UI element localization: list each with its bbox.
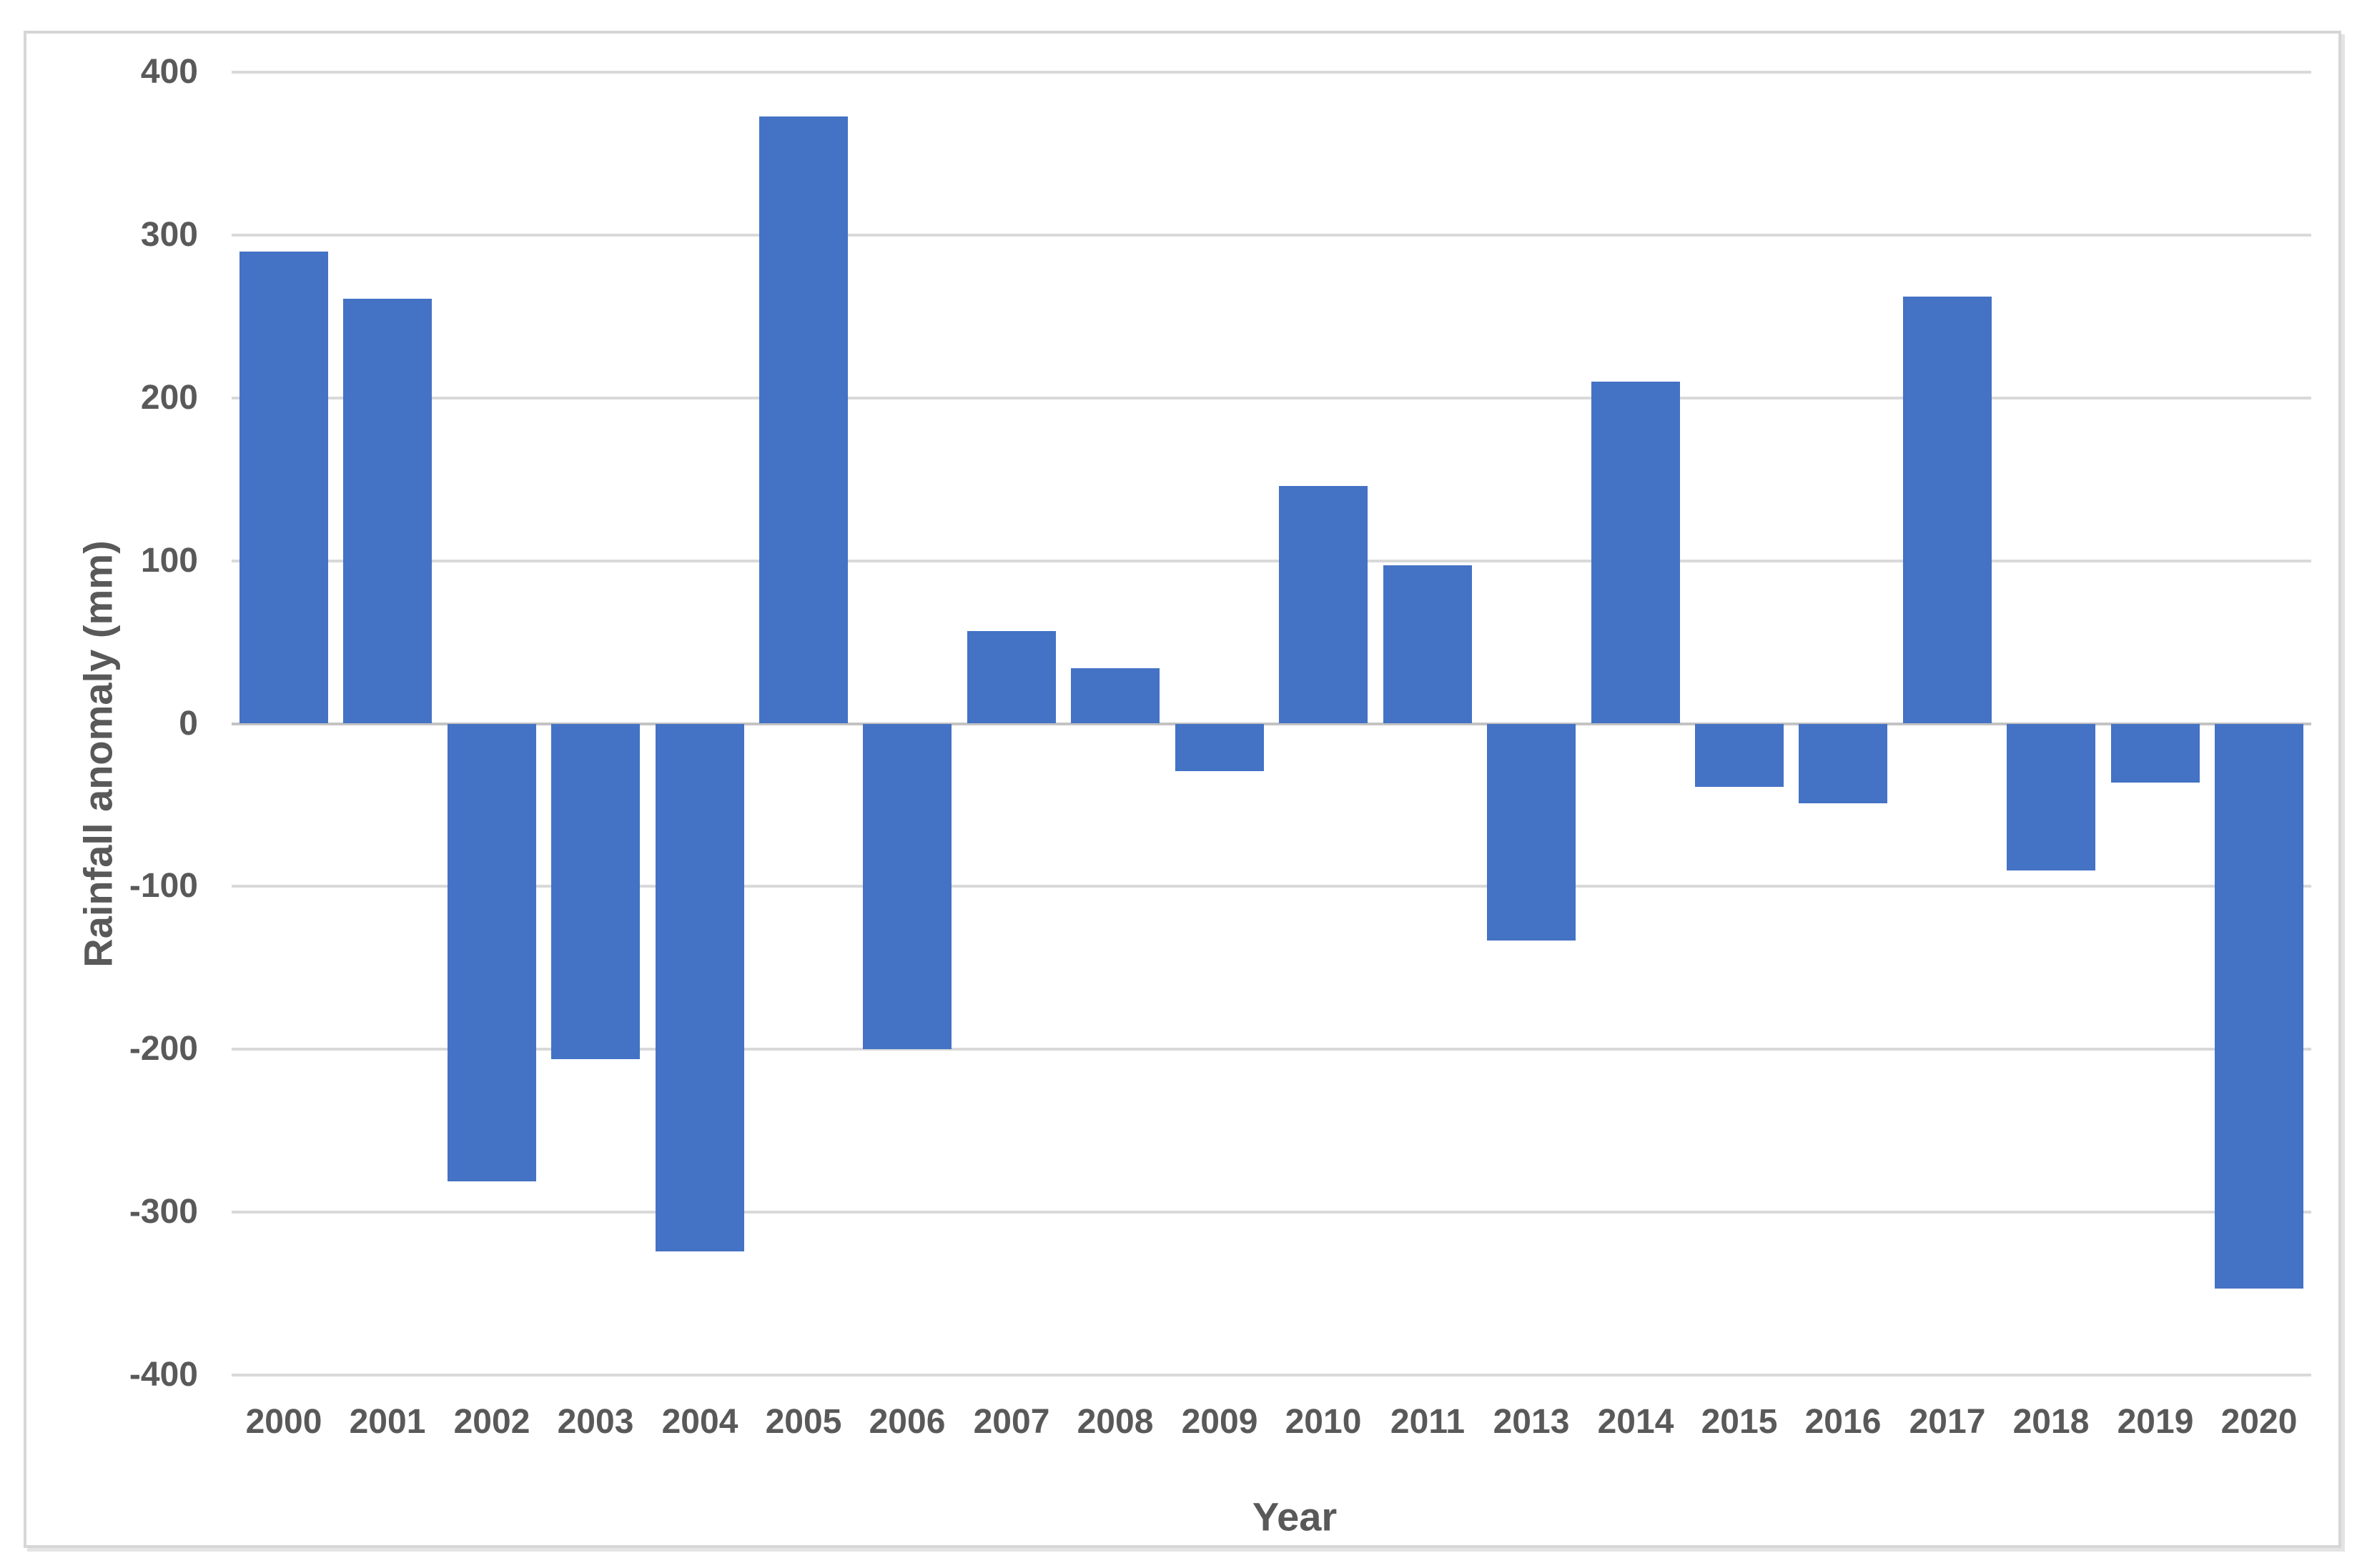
bar-2007 [967,630,1056,724]
bar-2004 [656,723,744,1251]
bar-2017 [1903,297,1992,724]
x-tick-label-2019: 2019 [2117,1403,2194,1441]
x-tick-label-2001: 2001 [349,1403,426,1441]
bar-2009 [1175,723,1264,771]
x-tick-label-2014: 2014 [1597,1403,1674,1441]
gridline--200 [232,1048,2311,1051]
y-tick-label-100: 100 [140,541,198,580]
x-tick-label-2000: 2000 [245,1403,322,1441]
y-tick-label--100: -100 [129,867,198,905]
x-tick-label-2020: 2020 [2220,1403,2298,1441]
gridline-100 [232,559,2311,562]
y-tick-label--400: -400 [129,1356,198,1394]
x-tick-label-2013: 2013 [1493,1403,1570,1441]
x-tick-label-2005: 2005 [765,1403,842,1441]
y-tick-label--200: -200 [129,1030,198,1068]
bar-2002 [448,723,536,1181]
x-axis-title: Year [1252,1494,1338,1539]
gridline-300 [232,233,2311,237]
chart-frame: 400 300 200 100 0 -100 -200 -300 -400 2000 2001 200… [24,31,2341,1548]
x-tick-label-2010: 2010 [1285,1403,1362,1441]
y-tick-label--300: -300 [129,1193,198,1231]
bar-2001 [343,298,432,724]
x-tick-label-2003: 2003 [557,1403,634,1441]
bar-2000 [239,251,328,724]
bar-2006 [863,723,952,1050]
x-tick-label-2006: 2006 [869,1403,946,1441]
gridline--400 [232,1374,2311,1376]
x-tick-label-2007: 2007 [973,1403,1050,1441]
x-tick-label-2004: 2004 [661,1403,738,1441]
bar-2008 [1071,668,1160,724]
gridline-0 [232,722,2311,725]
bar-2003 [551,723,640,1059]
x-tick-label-2016: 2016 [1804,1403,1882,1441]
gridline-400 [232,71,2311,74]
y-tick-label-0: 0 [179,704,198,743]
bar-2016 [1799,723,1887,804]
x-tick-label-2009: 2009 [1181,1403,1258,1441]
bar-2011 [1383,565,1472,724]
gridline--300 [232,1211,2311,1214]
bar-2015 [1695,723,1784,788]
x-tick-label-2017: 2017 [1909,1403,1986,1441]
bar-2018 [2007,723,2095,870]
x-tick-label-2008: 2008 [1077,1403,1154,1441]
y-axis-title: Rainfall anomaly (mm) [75,540,121,968]
bar-2014 [1591,381,1680,724]
gridline--100 [232,885,2311,888]
x-tick-label-2018: 2018 [2012,1403,2090,1441]
bar-2020 [2215,723,2303,1289]
x-tick-label-2002: 2002 [453,1403,530,1441]
y-tick-label-400: 400 [140,53,198,91]
bar-2019 [2111,723,2200,783]
bar-2013 [1487,723,1576,941]
y-tick-label-300: 300 [140,215,198,254]
x-tick-label-2011: 2011 [1390,1403,1466,1441]
y-tick-label-200: 200 [140,378,198,417]
gridline-200 [232,396,2311,400]
x-tick-label-2015: 2015 [1701,1403,1778,1441]
bar-2010 [1279,485,1368,724]
bar-2005 [759,116,848,724]
